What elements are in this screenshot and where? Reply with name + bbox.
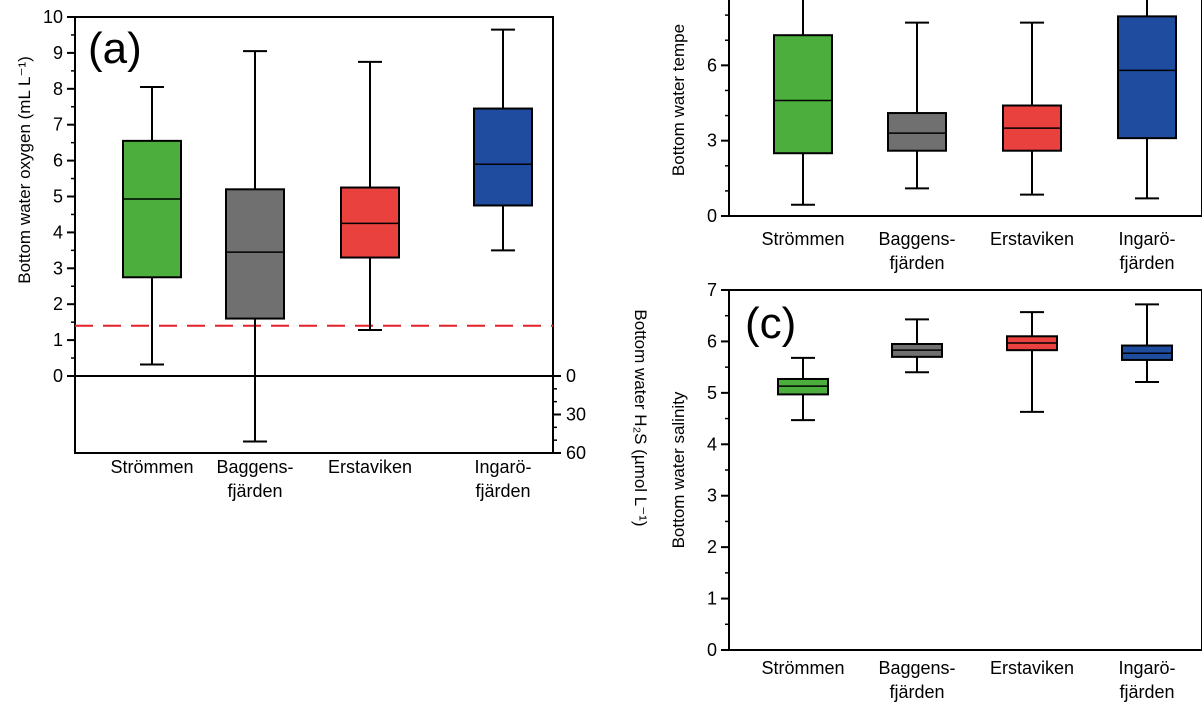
panel-a-oxygen: 0 1 2 3 4 5 6 7 8 9 10 Bottom water oxygen (mL L⁻¹)… [15,7,650,527]
panel-b-plot-frame [728,0,1202,217]
panel-a-category-label: Strömmen [110,457,193,477]
panel-a-ytick-label: 9 [53,43,63,63]
panel-b-category-label-line: Baggens- [878,229,955,249]
panel-a-ytick-label: 0 [53,366,63,386]
panel-c-category-label-line: Erstaviken [990,658,1074,678]
h2s-tick-label: 0 [566,366,576,386]
panel-c-category-label: Strömmen [761,658,844,678]
panel-a-category-label-line: fjärden [475,481,530,501]
panel-c-category-label-line: fjärden [889,682,944,702]
panel-b-category-label-line: Erstaviken [990,229,1074,249]
panel-c-category-label-line: Strömmen [761,658,844,678]
panel-c-ytick-label: 2 [707,537,717,557]
panel-b-category-label-line: fjärden [1119,253,1174,273]
panel-c-ytick-label: 5 [707,383,717,403]
panel-b-ytick-label: 0 [707,206,717,226]
panel-b-ytick-label: 6 [707,55,717,75]
panel-b-category-label-line: Ingarö- [1118,229,1175,249]
panel-c-ytick-label: 4 [707,434,717,454]
panel-b-category-label: Ingarö-fjärden [1118,229,1175,273]
panel-b-category-label: Baggens-fjärden [878,229,955,273]
panel-a-category-label-line: Ingarö- [474,457,531,477]
panel-a-ytick-label: 6 [53,151,63,171]
panel-a-box-3 [473,107,533,207]
panel-b-category-label: Erstaviken [990,229,1074,249]
panel-a-category-label-line: fjärden [227,481,282,501]
h2s-tick-label: 60 [566,443,586,463]
panel-a-y-axis-title: Bottom water oxygen (mL L⁻¹) [15,56,34,284]
h2s-axis-title: Bottom water H₂S (µmol L⁻¹) [631,309,650,526]
panel-c-category-label: Erstaviken [990,658,1074,678]
panel-a-ytick-label: 4 [53,222,63,242]
panel-a-box-1 [225,188,285,320]
panel-a-ytick-label: 7 [53,115,63,135]
h2s-tick-label: 30 [566,405,586,425]
panel-a-ytick-label: 1 [53,330,63,350]
panel-a-category-label-line: Baggens- [216,457,293,477]
panel-b-ytick-label: 3 [707,131,717,151]
panel-b-box-3 [1117,15,1177,140]
panel-a-panel-label: (a) [88,24,142,73]
panel-c-category-label-line: Ingarö- [1118,658,1175,678]
panel-c-category-label-line: fjärden [1119,682,1174,702]
panel-a-category-label: Erstaviken [328,457,412,477]
panel-c-ytick-label: 7 [707,280,717,300]
panel-c-category-label: Ingarö-fjärden [1118,658,1175,702]
panel-c-plot-frame [728,289,1202,651]
panel-c-y-axis-title: Bottom water salinity [669,391,688,548]
panel-b-temperature: 0369Bottom water tempeStrömmenBaggens-fj… [669,0,1202,273]
panel-c-ytick-label: 3 [707,486,717,506]
panel-c-ytick-label: 6 [707,331,717,351]
panel-a-category-label: Baggens-fjärden [216,457,293,501]
panel-c-category-label: Baggens-fjärden [878,658,955,702]
panel-b-box-0 [773,34,833,155]
panel-b-box-1 [887,112,947,152]
panel-c-ytick-label: 0 [707,640,717,660]
panel-b-category-label-line: Strömmen [761,229,844,249]
panel-a-ytick-label: 5 [53,187,63,207]
panel-c-salinity: 0 1 2 3 4 5 6 7 Bottom water salinity (c) Strömmen… [669,280,1202,702]
panel-c-ytick-label: 1 [707,589,717,609]
panel-a-box-2 [340,186,400,259]
panel-c-panel-label: (c) [745,299,796,348]
panel-a-category-label-line: Strömmen [110,457,193,477]
panel-c-category-label-line: Baggens- [878,658,955,678]
panel-a-ytick-label: 10 [43,7,63,27]
panel-b-category-label-line: fjärden [889,253,944,273]
panel-b-y-axis-title: Bottom water tempe [669,24,688,176]
panel-a-box-0 [122,139,182,279]
panel-a-category-label-line: Erstaviken [328,457,412,477]
panel-a-ytick-label: 8 [53,79,63,99]
panel-b-category-label: Strömmen [761,229,844,249]
panel-a-ytick-label: 3 [53,258,63,278]
panel-a-category-label: Ingarö-fjärden [474,457,531,501]
panel-a-ytick-label: 2 [53,294,63,314]
panel-a-plot-frame [74,16,554,454]
